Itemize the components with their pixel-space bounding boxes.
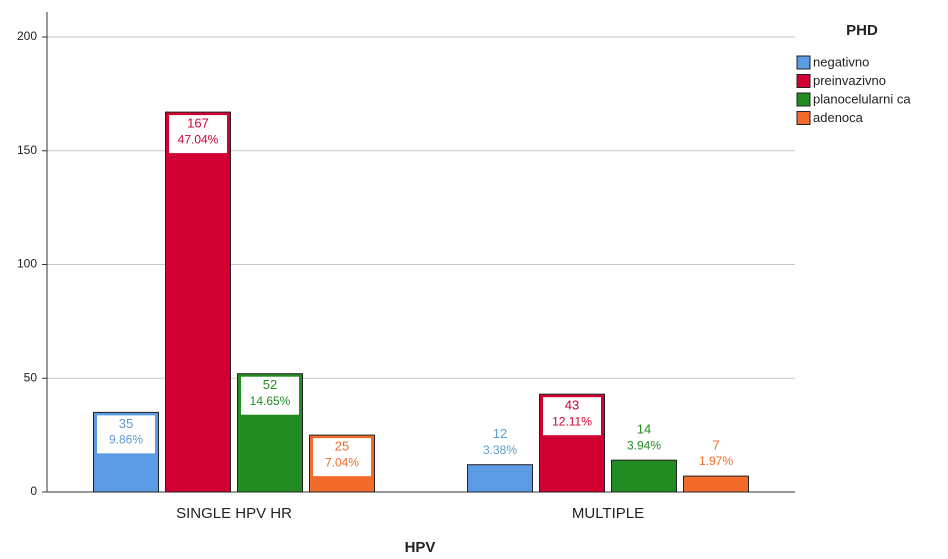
data-label-box [543,397,601,436]
data-label-box [97,415,155,454]
data-label: 12 [493,426,507,441]
legend-swatch [796,92,811,107]
bar [611,459,677,493]
legend-label: negativno [813,54,869,69]
legend-title: PHD [846,22,878,39]
percent-label: 9.86% [109,433,143,447]
bar [683,475,749,493]
percent-label: 3.38% [483,443,517,457]
legend-label: preinvazivno [813,73,886,88]
data-label-box [313,438,371,477]
x-tick-label: SINGLE HPV HR [176,505,292,522]
data-label-box [241,376,299,415]
data-label: 7 [712,438,719,453]
legend-label: adenoca [813,110,864,125]
y-tick-label: 150 [17,143,37,157]
y-tick-label: 0 [30,484,37,498]
bar [165,111,231,493]
percent-label: 3.94% [627,438,661,452]
percent-label: 12.11% [552,414,592,428]
percent-label: 47.04% [178,132,219,146]
data-label-box [169,115,227,154]
data-label: 25 [335,439,349,454]
percent-label: 14.65% [250,394,291,408]
legend-swatch [796,55,811,70]
data-label: 52 [263,377,277,392]
legend-swatch [796,111,811,125]
legend-label: planocelularni ca [813,91,911,106]
x-tick-label: MULTIPLE [572,505,644,522]
data-label: 167 [187,116,209,131]
data-label: 14 [637,422,651,437]
y-tick-label: 200 [17,29,37,43]
x-axis-label: HPV [405,539,436,556]
data-label: 43 [565,398,579,413]
bar [467,464,533,493]
percent-label: 1.97% [699,454,733,468]
percent-label: 7.04% [325,455,359,469]
legend-swatch [796,74,811,88]
y-tick-label: 50 [24,370,38,384]
y-tick-label: 100 [17,257,37,271]
data-label: 35 [119,416,133,431]
